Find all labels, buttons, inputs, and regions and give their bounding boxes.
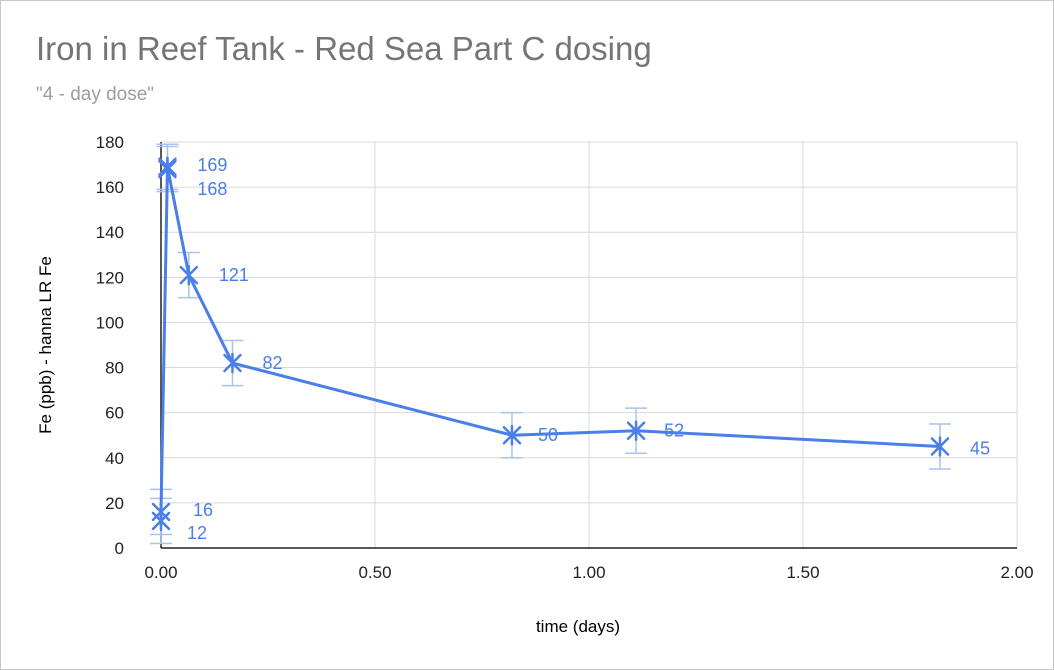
y-tick-label: 60	[105, 404, 124, 423]
y-tick-label: 40	[105, 449, 124, 468]
y-tick-label: 20	[105, 494, 124, 513]
data-point-marker	[502, 424, 522, 446]
data-label: 168	[197, 179, 227, 199]
y-axis-label: Fe (ppb) - hanna LR Fe	[36, 256, 55, 434]
series-line	[159, 165, 941, 521]
chart-subtitle: "4 - day dose"	[36, 84, 155, 105]
data-label: 45	[970, 439, 990, 459]
error-bars	[150, 143, 951, 545]
y-tick-label: 100	[96, 313, 124, 332]
y-tick-label: 120	[96, 268, 124, 287]
x-tick-label: 1.00	[572, 563, 605, 582]
data-markers	[151, 156, 950, 532]
data-point-marker	[158, 156, 177, 178]
data-point-marker	[223, 352, 242, 374]
x-tick-label: 0.00	[144, 563, 177, 582]
y-tick-label: 80	[105, 359, 124, 378]
data-label: 16	[193, 500, 213, 520]
data-label: 12	[187, 523, 207, 543]
data-label: 52	[664, 421, 684, 441]
data-label: 169	[197, 155, 227, 175]
data-point-marker	[151, 501, 171, 523]
x-axis-label: time (days)	[536, 617, 620, 636]
data-labels: 12 16 168 169 121 82 50 52 45	[187, 155, 990, 543]
y-tick-label: 180	[96, 133, 124, 152]
data-label: 82	[262, 353, 282, 373]
x-tick-label: 0.50	[358, 563, 391, 582]
x-tick-label: 1.50	[786, 563, 819, 582]
x-tick-label: 2.00	[1000, 563, 1033, 582]
data-label: 50	[538, 425, 558, 445]
grid-lines	[160, 141, 1018, 549]
data-point-marker	[930, 436, 950, 457]
y-tick-label: 160	[96, 178, 124, 197]
y-tick-labels: 0 20 40 60 80 100 120 140 160 180	[96, 133, 124, 558]
data-point-marker	[626, 420, 646, 441]
data-point-marker	[179, 264, 199, 286]
chart-title: Iron in Reef Tank - Red Sea Part C dosin…	[36, 30, 652, 67]
y-tick-label: 0	[115, 539, 124, 558]
y-tick-label: 140	[96, 223, 124, 242]
data-label: 121	[219, 265, 249, 285]
x-tick-labels: 0.00 0.50 1.00 1.50 2.00	[144, 563, 1033, 582]
